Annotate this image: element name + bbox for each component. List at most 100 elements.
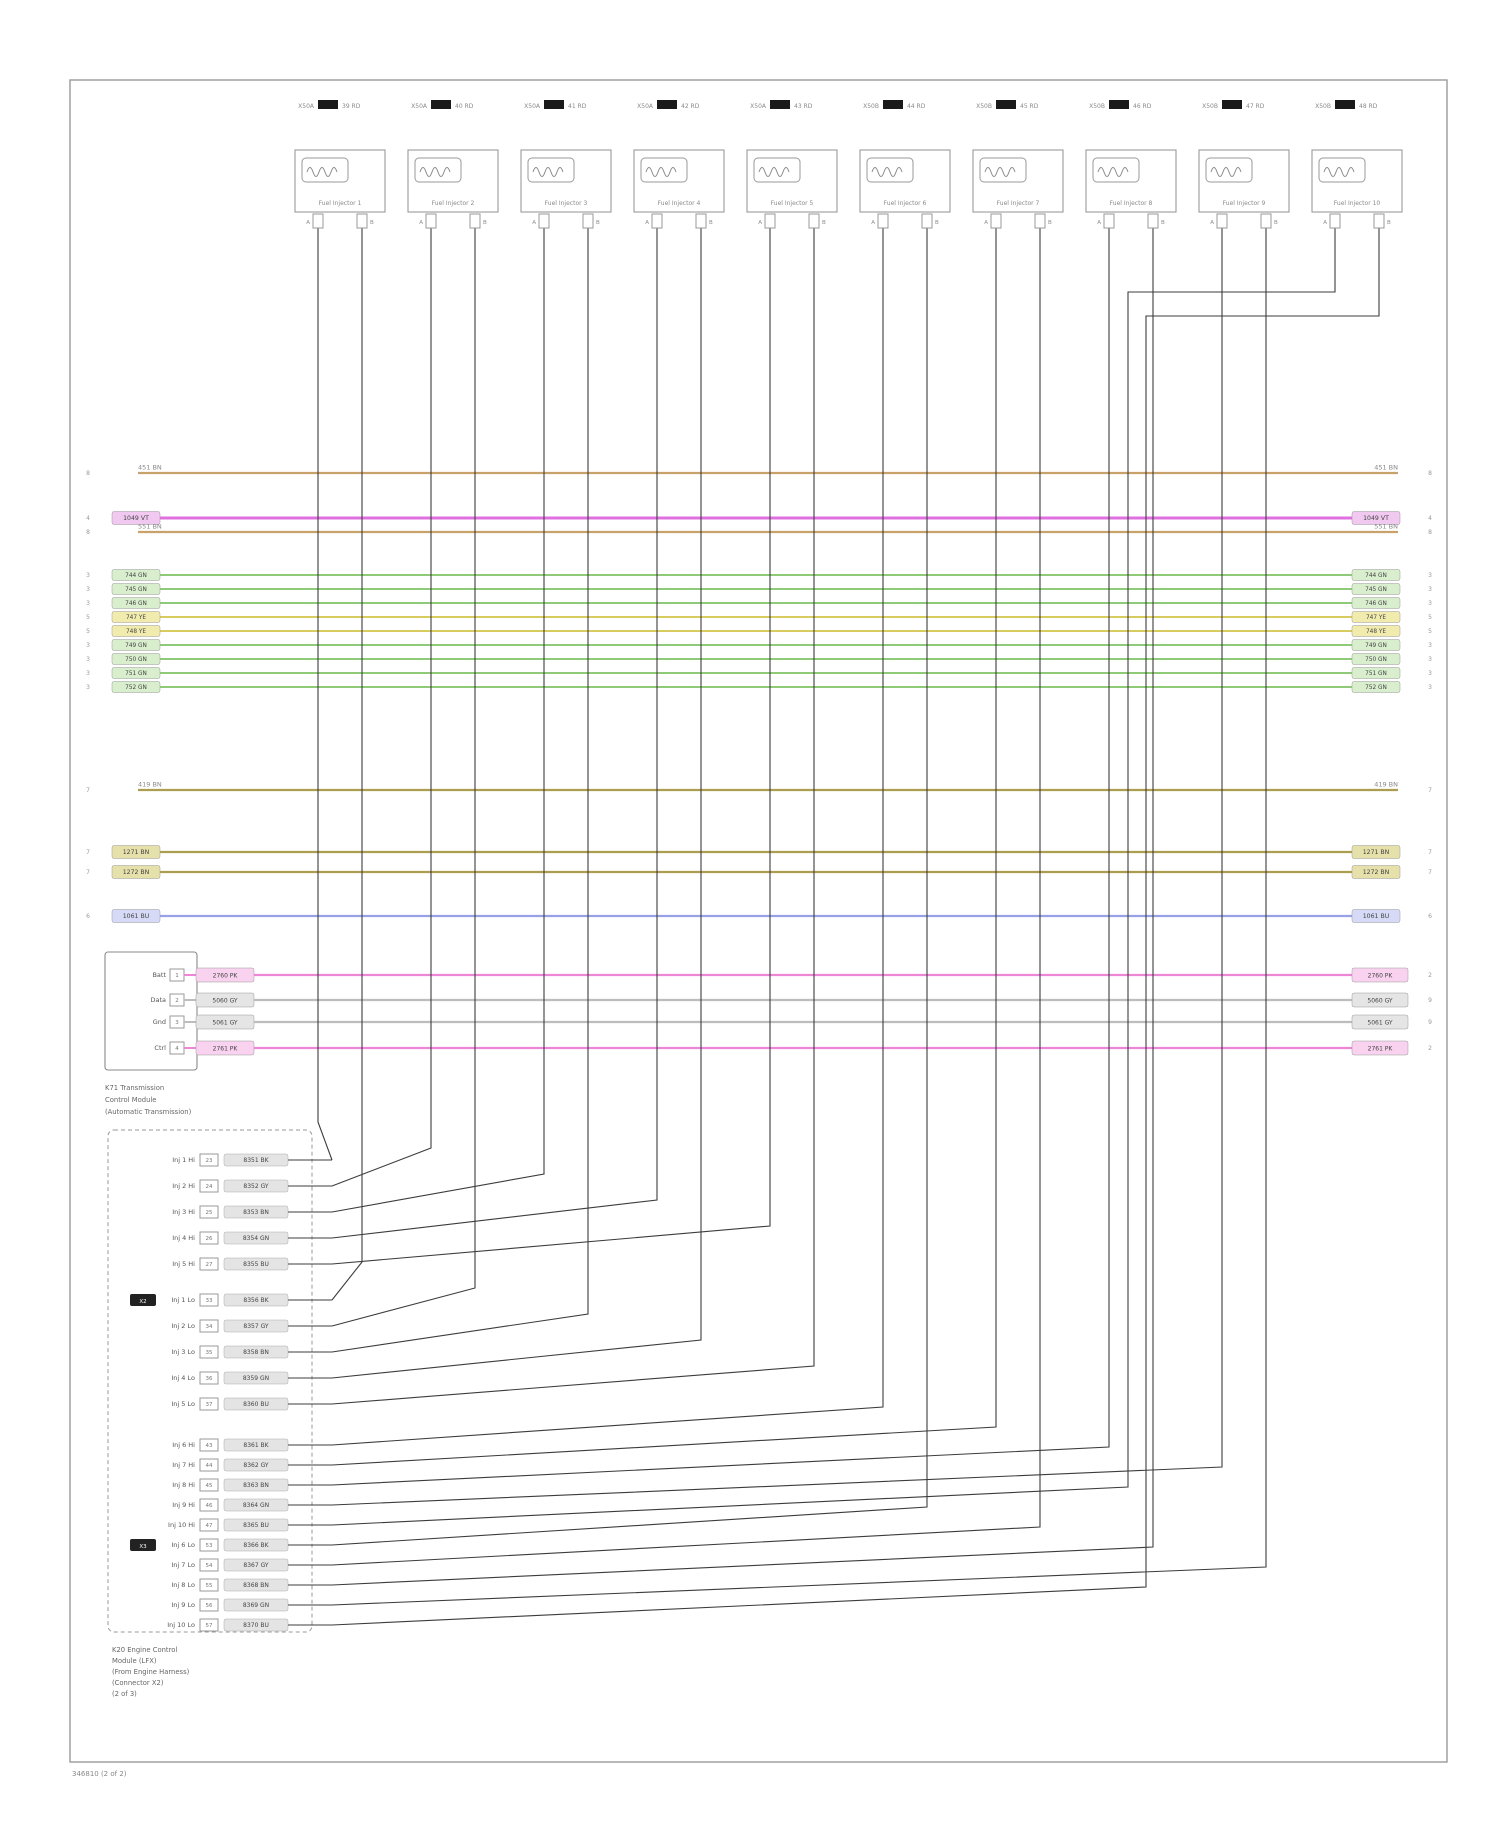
pin-box (582, 213, 594, 229)
coil-symbol (532, 167, 564, 177)
bus-page-ref-right: 7 (1428, 787, 1432, 794)
ecm-wire-chip-label: 8353 BN (243, 1209, 269, 1216)
connector-circuit-label: 40 RD (455, 103, 474, 110)
ecm-wire-chip-label: 8368 BN (243, 1582, 269, 1589)
bus-page-ref-right: 5 (1428, 628, 1432, 635)
ecm-row-label: Inj 7 Lo (171, 1561, 195, 1569)
ecm-pin-number: 55 (206, 1583, 213, 1589)
header-layer: X50A 39 RD X50A 40 RD X50A 41 RD X50A 42 RD X50A… (298, 100, 1378, 110)
bus-chip-left (111, 511, 161, 525)
bus-chip-left-label: 748 YE (126, 629, 146, 635)
ecm-wire-chip-label: 8370 BU (243, 1622, 269, 1629)
ecm-pin-number: 43 (206, 1443, 213, 1449)
bus-page-ref-right: 4 (1428, 515, 1432, 522)
connector-name: Fuel Injector 7 (997, 200, 1040, 207)
pin-box (356, 213, 368, 229)
bus-wires-layer: 451 BN 451 BN 8 8 1049 VT 1049 VT 4 4 551 BN 551 … (86, 464, 1432, 923)
module-page-ref-right: 2 (1428, 1045, 1432, 1052)
bus-chip-right (1351, 583, 1401, 595)
bus-chip-right (1351, 667, 1401, 679)
ecm-wire-chip-label: 8352 GY (243, 1183, 269, 1190)
connector-harness-label: X50A (637, 103, 654, 110)
connector-header-chip (431, 100, 451, 109)
bus-chip-right (1351, 597, 1401, 609)
ecm-pin-box (199, 1518, 219, 1532)
ecm-caption-line: (From Engine Harness) (112, 1668, 190, 1676)
wire (331, 228, 815, 1405)
module-chip-right (1351, 1040, 1409, 1056)
bus-page-ref-left: 3 (86, 600, 90, 607)
pin-label: B (709, 220, 713, 226)
pin-label: A (1210, 220, 1214, 226)
pin-box (1034, 213, 1046, 229)
connector-circuit-label: 46 RD (1133, 103, 1152, 110)
pin-box (1329, 213, 1341, 229)
bus-page-ref-left: 8 (86, 529, 90, 536)
ecm-pin-box (199, 1578, 219, 1592)
pin-box (425, 213, 437, 229)
connector-circuit-label: 41 RD (568, 103, 587, 110)
ecm-pin-number: 45 (206, 1483, 213, 1489)
bus-chip-left (111, 681, 161, 693)
pin-box (921, 213, 933, 229)
module-wire-chip-label: 5061 GY (212, 1020, 238, 1027)
pin-label: B (1161, 220, 1165, 226)
ecm-pin-number: 24 (206, 1184, 213, 1190)
bus-page-ref-right: 8 (1428, 470, 1432, 477)
ecm-pin-number: 53 (206, 1543, 213, 1549)
pin-box (1147, 213, 1159, 229)
ecm-pin-box (199, 1538, 219, 1552)
bus-label-right: 551 BN (1374, 523, 1398, 531)
coil-symbol (758, 167, 790, 177)
ecm-caption-line: K20 Engine Control (112, 1646, 177, 1654)
wire (331, 228, 1336, 1526)
ecm-pin-box (199, 1438, 219, 1452)
ecm-pin-number: 23 (206, 1158, 213, 1164)
module-page-ref-right: 9 (1428, 997, 1432, 1004)
ecm-pin-number: 56 (206, 1603, 213, 1609)
ecm-row-label: Inj 1 Hi (172, 1156, 195, 1164)
pin-box (651, 213, 663, 229)
bus-page-ref-right: 7 (1428, 869, 1432, 876)
connector-name: Fuel Injector 5 (771, 200, 814, 207)
pin-box (1373, 213, 1385, 229)
bus-chip-right-label: 748 YE (1366, 629, 1386, 635)
ecm-pin-number: 57 (206, 1623, 213, 1629)
module-chip-right (1351, 1014, 1409, 1030)
bus-chip-left (111, 569, 161, 581)
component-symbol-box (979, 157, 1027, 183)
bus-chip-left-label: 749 GN (125, 643, 147, 649)
coil-symbol (645, 167, 677, 177)
ecm-pin-number: 26 (206, 1236, 213, 1242)
module-caption-line: Control Module (105, 1096, 156, 1104)
ecm-wire-chip-label: 8365 BU (243, 1522, 269, 1529)
module-chip-right (1351, 992, 1409, 1008)
bus-chip-right (1351, 639, 1401, 651)
coil-symbol (1210, 167, 1242, 177)
pin-label: A (645, 220, 649, 226)
bus-chip-right (1351, 909, 1401, 923)
component-symbol-box (301, 157, 349, 183)
pin-label: B (1048, 220, 1052, 226)
connector-name: Fuel Injector 3 (545, 200, 588, 207)
connector-header-chip (1222, 100, 1242, 109)
pin-box (695, 213, 707, 229)
connector-header-chip (770, 100, 790, 109)
ecm-caption-line: (2 of 3) (112, 1690, 137, 1698)
bus-chip-right-label: 1272 BN (1363, 869, 1390, 876)
ecm-row-label: Inj 10 Hi (168, 1521, 195, 1529)
bus-chip-left (111, 639, 161, 651)
wire (331, 228, 363, 1301)
ecm-pin-number: 47 (206, 1523, 213, 1529)
pin-box (469, 213, 481, 229)
coil-symbol (419, 167, 451, 177)
pin-box (764, 213, 776, 229)
bus-chip-left-label: 745 GN (125, 587, 147, 593)
bus-page-ref-left: 3 (86, 656, 90, 663)
connector-name: Fuel Injector 1 (319, 200, 362, 207)
bus-chip-right (1351, 611, 1401, 623)
ecm-row-label: Inj 5 Lo (171, 1400, 195, 1408)
bus-page-ref-left: 6 (86, 913, 90, 920)
bus-page-ref-left: 7 (86, 869, 90, 876)
ecm-wire-chip-label: 8369 GN (243, 1602, 269, 1609)
